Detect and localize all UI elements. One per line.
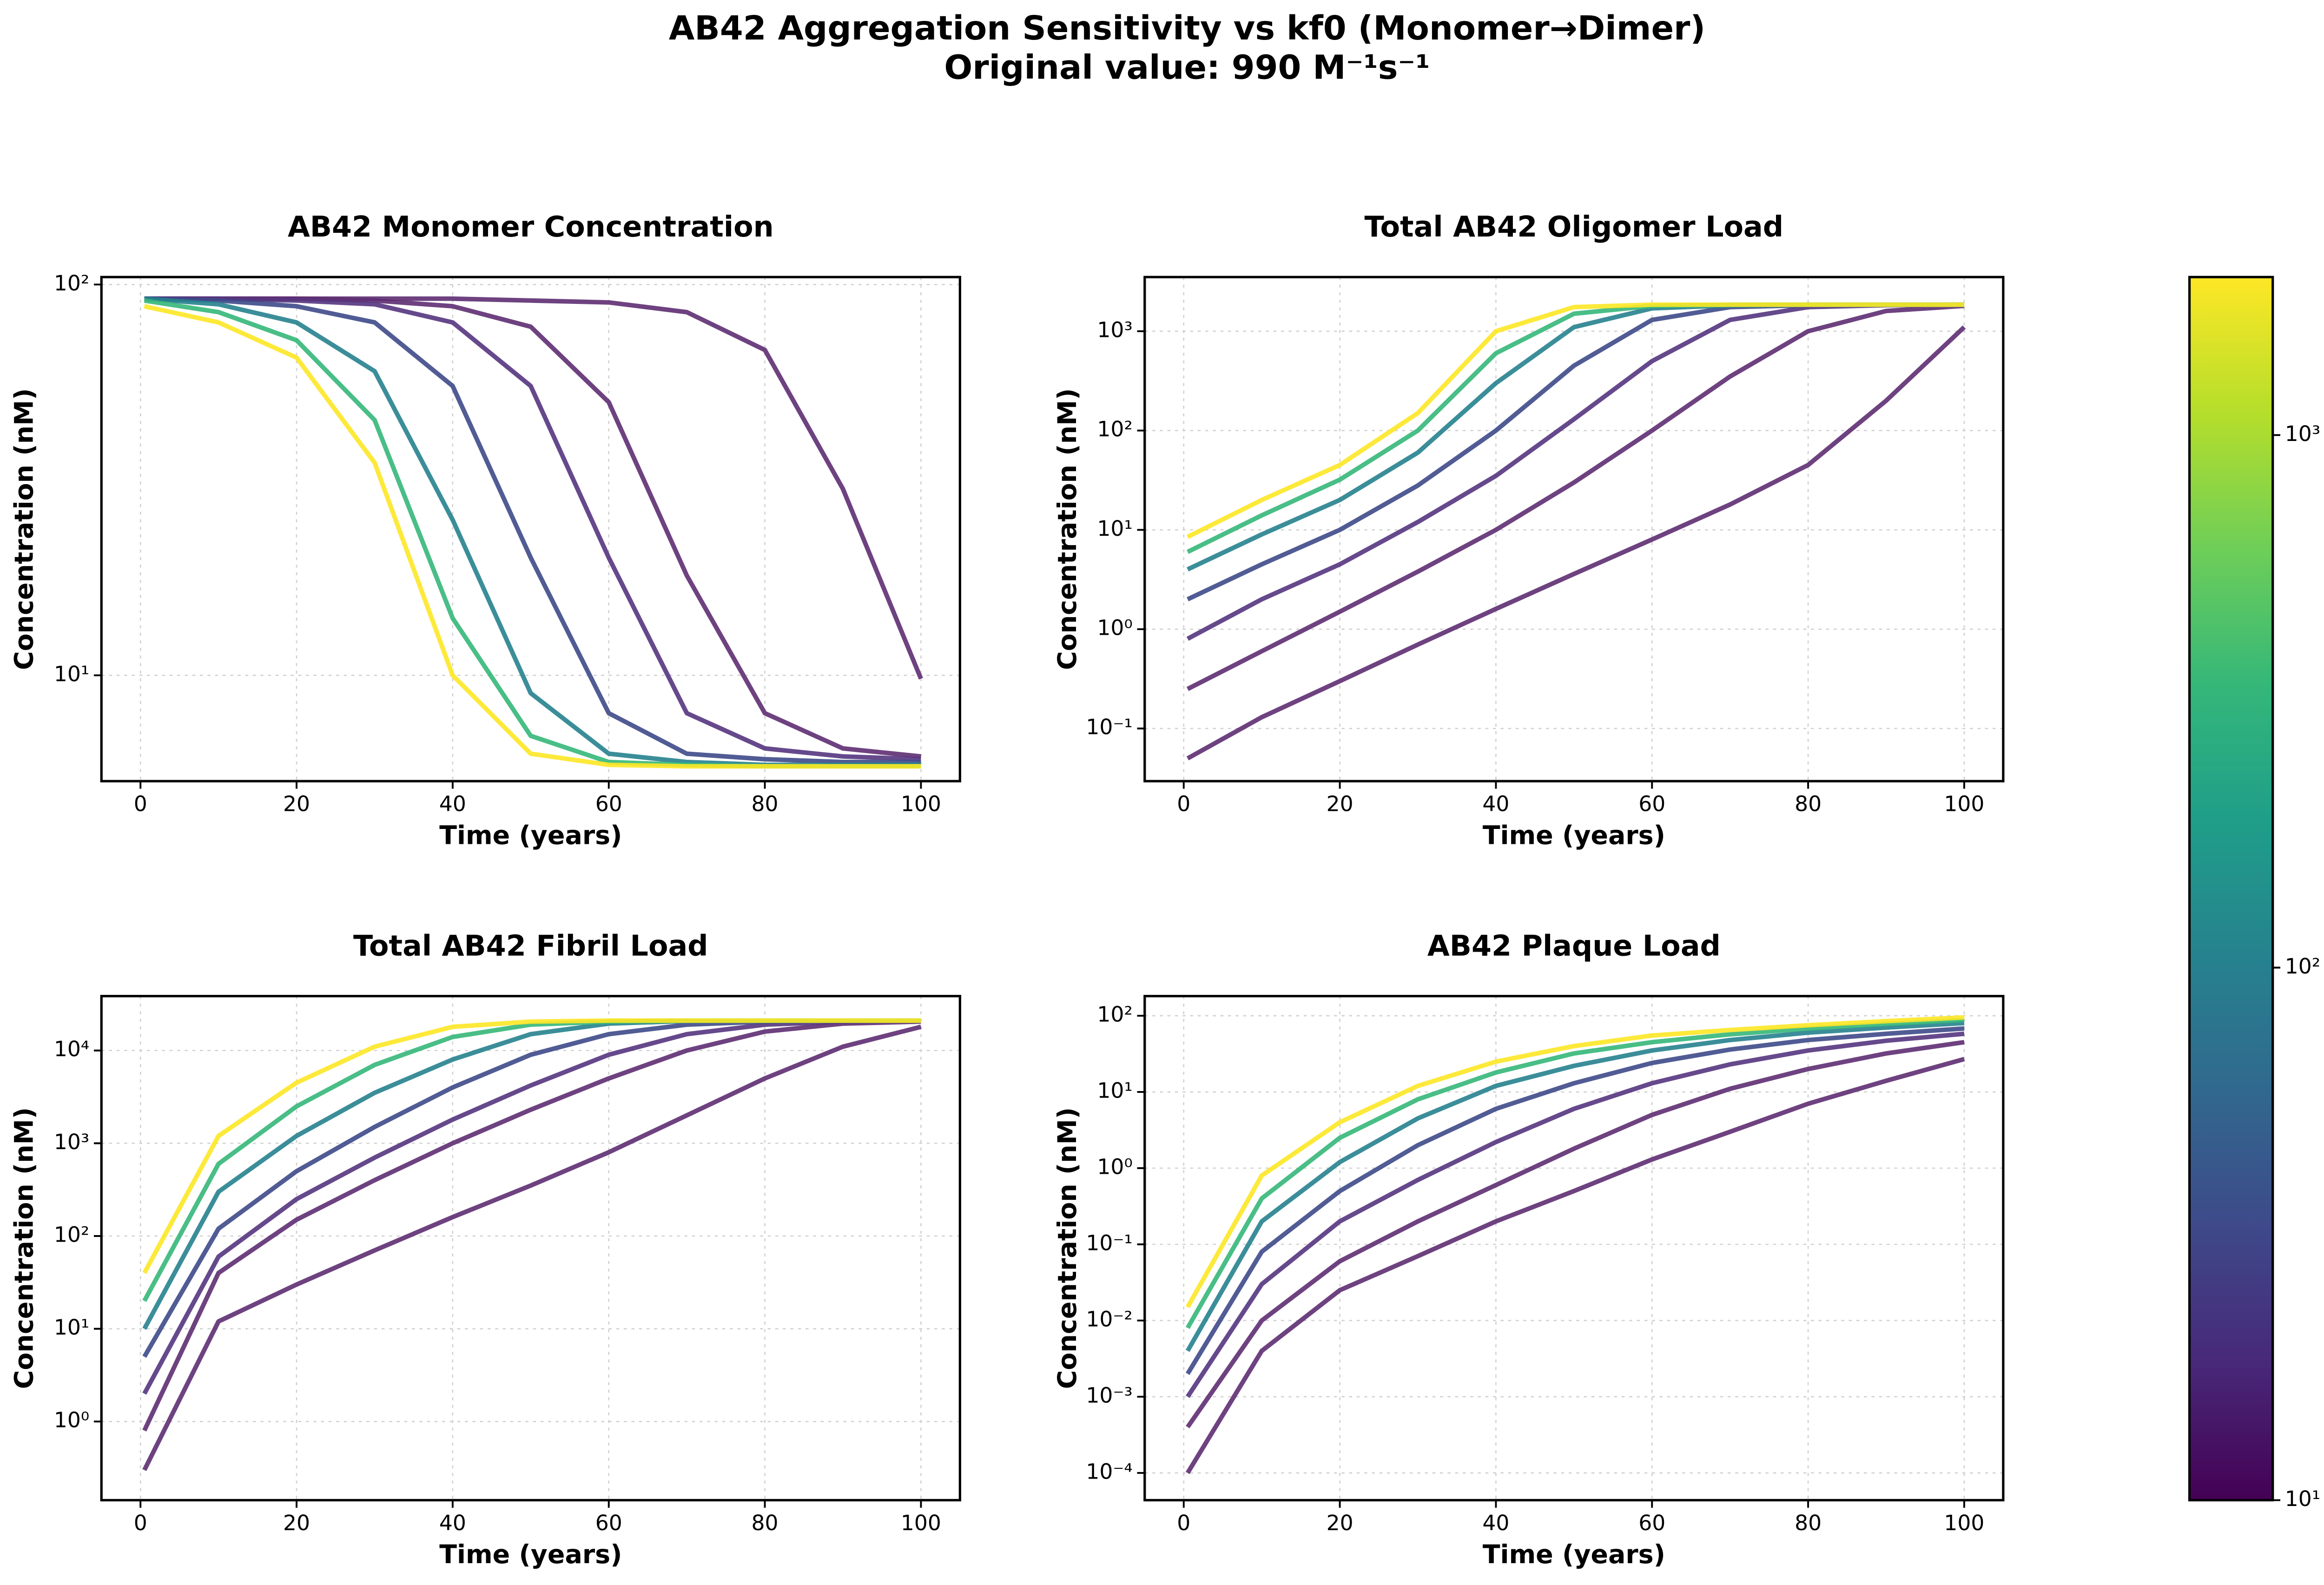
panel-title: Total AB42 Oligomer Load: [1365, 210, 1784, 243]
series-line: [1185, 1057, 1965, 1474]
series-line: [142, 1018, 921, 1274]
x-tick-label: 60: [595, 1511, 622, 1535]
colorbar-tick-label: 10³: [2285, 421, 2320, 446]
x-axis-label: Time (years): [1483, 1540, 1665, 1570]
colorbar: [2188, 276, 2274, 1502]
y-tick-label: 10⁰: [1097, 1154, 1132, 1179]
y-tick-label: 10³: [1097, 317, 1132, 342]
series-line: [1185, 1020, 1965, 1352]
series-line: [144, 296, 921, 767]
x-tick-label: 60: [1638, 1511, 1665, 1535]
x-tick-label: 40: [1482, 1511, 1509, 1535]
series-line: [144, 296, 921, 759]
x-tick-label: 100: [1944, 1511, 1984, 1535]
panel-title: Total AB42 Fibril Load: [353, 929, 708, 962]
x-tick-label: 80: [1795, 792, 1822, 816]
x-tick-label: 0: [1177, 792, 1190, 816]
x-tick-label: 40: [439, 792, 466, 816]
y-tick-label: 10²: [1097, 417, 1132, 441]
x-tick-label: 60: [1638, 792, 1665, 816]
x-tick-label: 40: [1482, 792, 1509, 816]
colorbar-tick-label: 10¹: [2285, 1486, 2320, 1511]
y-axis-label: Concentration (nM): [1053, 388, 1083, 670]
series-line: [142, 1018, 921, 1358]
x-tick-label: 20: [1327, 1511, 1353, 1535]
series-line: [142, 1018, 921, 1330]
y-axis-label: Concentration (nM): [10, 388, 40, 670]
series-line: [144, 296, 923, 680]
y-tick-label: 10¹: [54, 662, 89, 686]
panel: AB42 Monomer Concentration 0 20 40 60 80 100 10…: [10, 210, 961, 851]
series-group: [1186, 302, 1966, 761]
x-tick-label: 80: [752, 792, 779, 816]
x-tick-label: 0: [134, 1511, 147, 1535]
series-group: [142, 1018, 922, 1471]
panel: AB42 Plaque Load 0 20 40 60 80 100 10⁻⁴ 10⁻³ 10⁻²…: [1053, 929, 2005, 1570]
series-line: [1187, 302, 1964, 602]
x-tick-label: 60: [595, 792, 622, 816]
series-line: [1185, 1026, 1965, 1375]
y-tick-label: 10⁻¹: [1086, 1230, 1132, 1255]
plot-frame: [1143, 276, 2005, 783]
x-axis-label: Time (years): [1483, 821, 1665, 851]
series-group: [1185, 1015, 1965, 1474]
y-tick-label: 10⁻⁴: [1086, 1459, 1132, 1484]
y-tick-label: 10²: [1097, 1002, 1132, 1026]
series-line: [144, 296, 921, 764]
y-axis-label: Concentration (nM): [1053, 1107, 1083, 1389]
series-line: [144, 296, 921, 762]
y-tick-label: 10¹: [1097, 516, 1132, 541]
colorbar-tick-label: 10²: [2285, 954, 2320, 979]
x-axis-label: Time (years): [439, 821, 622, 851]
series-line: [1186, 325, 1966, 761]
y-tick-label: 10⁻²: [1086, 1307, 1132, 1331]
series-group: [144, 296, 923, 769]
y-tick-label: 10⁻¹: [1086, 715, 1132, 739]
y-tick-label: 10³: [54, 1130, 89, 1154]
series-line: [1186, 302, 1964, 641]
series-line: [1186, 303, 1965, 691]
y-tick-label: 10¹: [54, 1315, 89, 1340]
series-line: [142, 1018, 921, 1395]
series-line: [1186, 1031, 1965, 1398]
series-line: [144, 304, 921, 769]
x-tick-label: 20: [1327, 792, 1353, 816]
y-axis-label: Concentration (nM): [10, 1107, 40, 1389]
x-tick-label: 80: [752, 1511, 779, 1535]
plot-frame: [100, 995, 961, 1502]
series-line: [1185, 1015, 1965, 1309]
series-line: [1185, 1018, 1965, 1329]
y-tick-label: 10²: [54, 271, 89, 296]
plot-frame: [100, 276, 961, 783]
y-tick-label: 10⁴: [54, 1037, 89, 1061]
x-tick-label: 0: [134, 792, 147, 816]
series-line: [142, 1019, 921, 1432]
y-tick-label: 10²: [54, 1222, 89, 1247]
x-tick-label: 100: [901, 792, 941, 816]
y-tick-label: 10⁻³: [1086, 1383, 1132, 1407]
x-tick-label: 20: [283, 792, 310, 816]
x-tick-label: 80: [1795, 1511, 1822, 1535]
x-tick-label: 20: [283, 1511, 310, 1535]
figure-subtitle: Original value: 990 M⁻¹s⁻¹: [944, 48, 1430, 87]
x-tick-label: 100: [901, 1511, 941, 1535]
y-tick-label: 10⁰: [54, 1408, 89, 1433]
panel-title: AB42 Monomer Concentration: [288, 210, 774, 243]
y-tick-label: 10¹: [1097, 1078, 1132, 1103]
x-tick-label: 40: [439, 1511, 466, 1535]
panel: Total AB42 Fibril Load 0 20 40 60 80 100 10⁰ 10¹…: [10, 929, 961, 1570]
series-line: [1186, 302, 1964, 539]
series-line: [142, 1025, 922, 1471]
plot-frame: [1143, 995, 2005, 1502]
panel-title: AB42 Plaque Load: [1427, 929, 1721, 962]
series-line: [1186, 1039, 1965, 1428]
panel: Total AB42 Oligomer Load 0 20 40 60 80 100 10⁻¹…: [1053, 210, 2005, 851]
x-tick-label: 0: [1177, 1511, 1190, 1535]
x-axis-label: Time (years): [439, 1540, 622, 1570]
y-tick-label: 10⁰: [1097, 616, 1132, 640]
figure-title: AB42 Aggregation Sensitivity vs kf0 (Mon…: [669, 8, 1705, 47]
x-tick-label: 100: [1944, 792, 1984, 816]
